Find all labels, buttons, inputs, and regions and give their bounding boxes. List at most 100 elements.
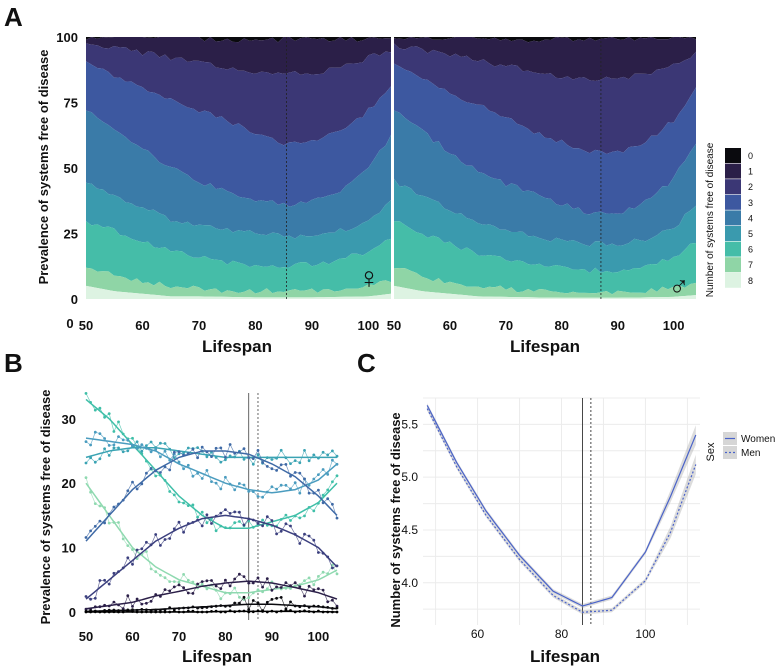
data-point-0 (140, 610, 144, 614)
data-point-8 (163, 479, 167, 482)
data-point-6 (335, 454, 339, 458)
data-point-8 (326, 488, 330, 492)
data-point-4 (214, 446, 218, 450)
data-point-8 (307, 506, 311, 509)
data-point-6 (307, 459, 311, 463)
data-point-5 (89, 443, 92, 447)
panel-b-xlabel: Lifespan (182, 647, 252, 666)
data-point-2 (121, 607, 125, 611)
data-point-7 (321, 570, 325, 574)
data-point-4 (168, 468, 172, 472)
data-point-8 (182, 501, 186, 505)
data-point-6 (265, 456, 269, 459)
data-point-8 (186, 504, 190, 507)
data-point-1 (196, 606, 200, 610)
data-point-1 (247, 608, 251, 611)
legend-swatch-8 (725, 272, 741, 288)
data-point-8 (177, 500, 181, 504)
data-point-5 (251, 490, 255, 493)
data-point-2 (163, 588, 167, 591)
data-point-5 (98, 432, 102, 435)
data-point-3 (200, 524, 204, 528)
data-point-7 (317, 575, 320, 578)
data-point-0 (331, 610, 334, 614)
data-point-8 (191, 503, 195, 507)
data-point-7 (247, 596, 251, 600)
data-point-8 (238, 520, 241, 523)
data-point-6 (98, 457, 102, 461)
legend-swatch-4 (725, 210, 741, 226)
data-point-6 (112, 446, 116, 450)
legend-label-3: 3 (748, 198, 753, 208)
data-point-8 (312, 509, 316, 513)
data-point-5 (242, 483, 246, 487)
data-point-8 (98, 406, 102, 410)
data-point-8 (331, 480, 334, 484)
data-point-7 (117, 521, 120, 524)
data-point-6 (279, 448, 283, 452)
area-band-2-men (394, 43, 696, 154)
data-point-5 (210, 480, 213, 483)
panel-c-plot (423, 397, 700, 625)
panel-a-ytick: 50 (64, 161, 78, 176)
data-point-0 (275, 610, 278, 614)
legend-label-1: 1 (748, 167, 753, 177)
data-point-3 (154, 533, 158, 536)
data-point-8 (117, 420, 120, 424)
data-point-3 (159, 544, 162, 547)
data-point-6 (275, 456, 278, 460)
data-point-0 (224, 610, 227, 614)
data-point-0 (307, 610, 311, 613)
area-band-6-women (86, 221, 391, 294)
data-point-0 (177, 610, 181, 614)
data-point-1 (168, 606, 172, 610)
data-point-2 (331, 598, 334, 602)
data-point-0 (93, 610, 97, 614)
data-point-1 (186, 606, 190, 610)
data-point-5 (261, 495, 264, 499)
data-point-3 (289, 524, 292, 528)
panel-a-women-area (86, 37, 391, 299)
area-band-2-women (86, 43, 391, 146)
female-symbol-icon: ♀ (358, 262, 381, 295)
data-point-2 (228, 584, 232, 588)
panel-c-xtick: 100 (635, 627, 655, 641)
data-point-0 (163, 610, 167, 614)
data-point-6 (331, 449, 334, 453)
data-point-0 (186, 609, 190, 613)
data-point-6 (93, 460, 97, 464)
data-point-5 (307, 483, 311, 487)
legend-swatch-7 (725, 257, 741, 273)
panel-a-xtick-men: 60 (443, 318, 457, 333)
data-point-2 (103, 603, 106, 607)
data-point-1 (335, 606, 339, 610)
data-point-2 (205, 579, 209, 583)
data-point-5 (224, 475, 227, 479)
legend-label-6: 6 (748, 245, 753, 255)
legend-label-7: 7 (748, 260, 753, 270)
data-point-6 (251, 462, 255, 466)
data-point-1 (210, 605, 213, 609)
data-point-7 (182, 573, 186, 576)
data-point-5 (149, 450, 153, 454)
panel-c-ylabel: Number of systems free of disease (388, 412, 403, 627)
data-point-7 (205, 587, 209, 591)
data-point-8 (159, 473, 162, 477)
data-point-1 (200, 606, 204, 610)
area-band-1-women (86, 37, 391, 75)
data-point-0 (103, 610, 106, 614)
data-point-1 (219, 604, 223, 607)
data-point-5 (103, 437, 106, 440)
data-point-1 (224, 604, 227, 608)
data-point-7 (121, 537, 125, 541)
data-point-4 (117, 502, 120, 506)
data-point-4 (107, 512, 111, 516)
data-point-3 (335, 564, 339, 568)
data-point-7 (131, 548, 134, 551)
data-point-6 (224, 458, 227, 462)
data-point-3 (321, 551, 325, 555)
data-point-4 (289, 474, 292, 478)
data-point-5 (107, 444, 111, 447)
panel-c-axes: 5.5 5.0 4.5 4.0 60 80 100 (401, 417, 655, 641)
data-point-8 (168, 490, 172, 493)
